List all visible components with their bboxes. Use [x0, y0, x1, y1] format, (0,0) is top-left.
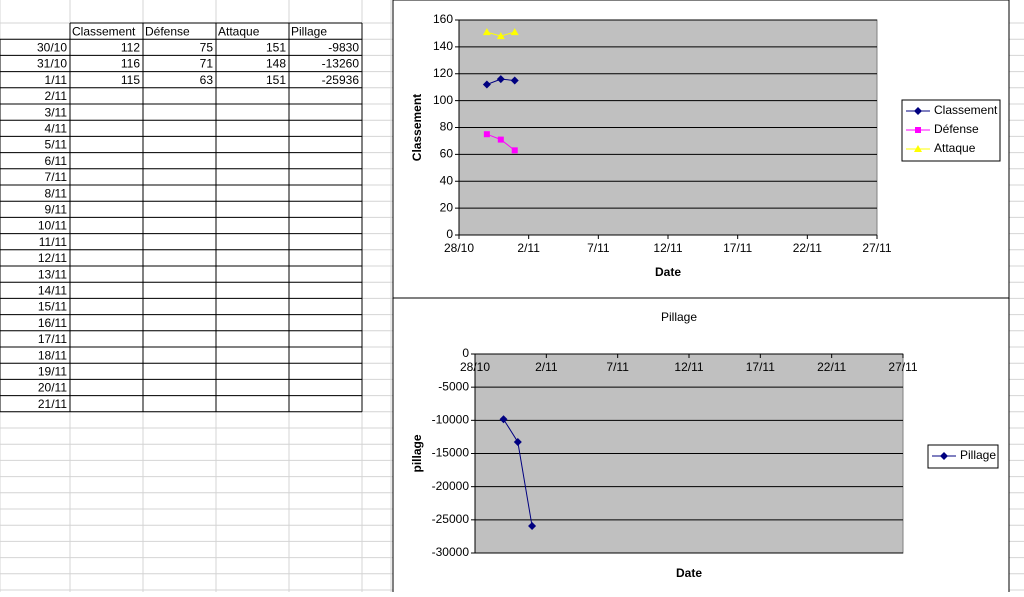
row-date[interactable]: 20/11	[38, 381, 67, 395]
marker	[510, 28, 519, 36]
legend-label: Classement	[934, 103, 998, 117]
y-tick-label: 160	[433, 12, 453, 26]
legend-box	[927, 444, 999, 469]
y-axis-title: pillage	[410, 434, 424, 472]
y-tick-label: 40	[440, 173, 454, 187]
column-header: Défense	[145, 24, 190, 38]
legend-label: Attaque	[934, 141, 976, 155]
row-date[interactable]: 12/11	[38, 251, 67, 265]
row-date[interactable]: 7/11	[45, 170, 68, 184]
x-tick-label: 17/11	[723, 241, 752, 255]
cell-value[interactable]: 148	[266, 57, 286, 71]
row-date[interactable]: 3/11	[45, 105, 68, 119]
cell-value[interactable]: 71	[200, 57, 214, 71]
x-tick-label: 27/11	[862, 241, 891, 255]
cell-value[interactable]: 115	[121, 73, 140, 87]
cell-value[interactable]: -9830	[328, 40, 359, 54]
row-date[interactable]: 13/11	[38, 267, 67, 281]
row-date[interactable]: 6/11	[45, 154, 68, 168]
marker	[511, 147, 518, 154]
column-header: Classement	[72, 24, 136, 38]
column-header: Attaque	[218, 24, 260, 38]
x-tick-label: 7/11	[606, 360, 629, 374]
cell-value[interactable]: 151	[266, 40, 286, 54]
y-tick-label: -15000	[432, 446, 470, 460]
marker	[499, 415, 508, 424]
marker	[496, 32, 505, 40]
row-date[interactable]: 16/11	[38, 316, 67, 330]
cell-value[interactable]: 112	[121, 40, 140, 54]
row-date[interactable]: 21/11	[38, 397, 67, 411]
y-tick-label: 0	[462, 346, 469, 360]
y-tick-label: -25000	[432, 512, 470, 526]
x-tick-label: 12/11	[653, 241, 682, 255]
x-tick-label: 17/11	[746, 360, 775, 374]
marker	[513, 437, 522, 446]
row-date[interactable]: 30/10	[37, 40, 67, 54]
marker	[528, 522, 537, 531]
row-date[interactable]: 15/11	[38, 300, 67, 314]
row-date[interactable]: 8/11	[45, 186, 68, 200]
cell-value[interactable]: 63	[200, 73, 214, 87]
y-tick-label: 120	[433, 66, 453, 80]
row-date[interactable]: 14/11	[38, 283, 67, 297]
x-tick-label: 28/10	[444, 241, 474, 255]
x-tick-label: 2/11	[517, 241, 540, 255]
marker	[482, 28, 491, 36]
x-tick-label: 7/11	[587, 241, 610, 255]
cell-value[interactable]: 116	[121, 57, 140, 71]
x-tick-label: 22/11	[817, 360, 846, 374]
legend-label: Pillage	[960, 448, 996, 462]
x-tick-label: 27/11	[888, 360, 917, 374]
marker	[915, 127, 921, 133]
row-date[interactable]: 18/11	[38, 348, 67, 362]
x-axis-title: Date	[655, 265, 681, 279]
marker	[483, 131, 490, 138]
cell-value[interactable]: -13260	[322, 57, 360, 71]
charts: 0 20 40 60 80 100 120 140 160 28/10 2/11 7/11 12/11 1…	[410, 12, 1001, 580]
row-date[interactable]: 1/11	[45, 73, 68, 87]
x-tick-label: 12/11	[674, 360, 703, 374]
marker	[482, 80, 491, 89]
y-tick-label: 60	[440, 147, 454, 161]
y-tick-label: 0	[446, 227, 453, 241]
row-date[interactable]: 19/11	[38, 364, 67, 378]
column-header: Pillage	[291, 24, 327, 38]
y-tick-label: 100	[433, 93, 453, 107]
cell-value[interactable]: 151	[266, 73, 286, 87]
y-tick-label: 80	[440, 120, 454, 134]
cell-value[interactable]: 75	[200, 40, 214, 54]
marker	[914, 145, 922, 152]
x-axis-title: Date	[676, 566, 702, 580]
row-date[interactable]: 31/10	[37, 57, 67, 71]
row-date[interactable]: 10/11	[38, 219, 67, 233]
marker	[497, 136, 504, 143]
y-tick-label: -10000	[432, 413, 470, 427]
y-tick-label: 140	[433, 39, 453, 53]
x-tick-label: 2/11	[535, 360, 558, 374]
x-tick-label: 22/11	[793, 241, 822, 255]
marker	[510, 76, 519, 85]
marker	[940, 452, 948, 460]
row-date[interactable]: 9/11	[45, 202, 68, 216]
y-tick-label: -20000	[432, 479, 470, 493]
row-date[interactable]: 4/11	[45, 121, 68, 135]
chart-title: Pillage	[661, 310, 697, 324]
legend-label: Défense	[934, 122, 979, 136]
row-date[interactable]: 2/11	[45, 89, 68, 103]
y-tick-label: 20	[440, 200, 454, 214]
y-tick-label: -30000	[432, 545, 470, 559]
row-date[interactable]: 5/11	[45, 138, 68, 152]
x-tick-label: 28/10	[460, 360, 490, 374]
table: Classement Défense Attaque Pillage 30/10 112 7…	[0, 22, 363, 413]
y-axis-title: Classement	[410, 94, 424, 161]
marker	[496, 75, 505, 84]
cell-value[interactable]: -25936	[322, 73, 360, 87]
row-date[interactable]: 11/11	[39, 235, 68, 249]
row-date[interactable]: 17/11	[38, 332, 67, 346]
y-tick-label: -5000	[438, 379, 469, 393]
marker	[914, 107, 922, 115]
